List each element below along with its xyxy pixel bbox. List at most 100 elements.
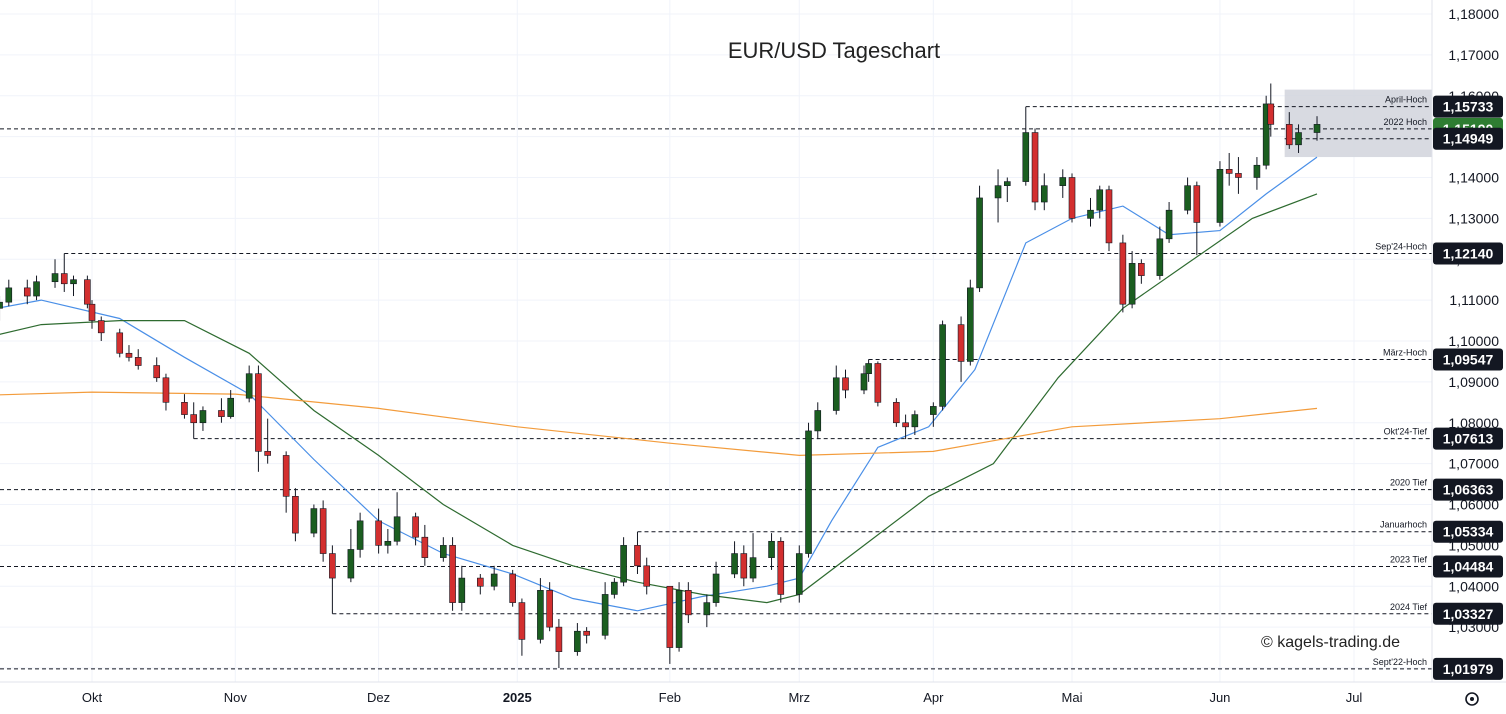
zone-rect: [1284, 89, 1432, 158]
candle-body: [190, 414, 197, 424]
candle-body: [1193, 185, 1201, 223]
candle-body: [601, 594, 609, 636]
level-badge-label: 1,07613: [1443, 431, 1494, 447]
candle-body: [449, 545, 456, 603]
candle-body: [162, 377, 170, 403]
candle-body: [490, 573, 498, 587]
candle-body: [458, 577, 466, 603]
candle-body: [1105, 189, 1113, 244]
candle-body: [255, 373, 262, 452]
resistance-zone: [1284, 89, 1432, 158]
candle-body: [518, 602, 526, 640]
candle-body: [125, 352, 133, 358]
candle-body: [939, 324, 946, 407]
candle-body: [329, 553, 336, 579]
candle-body: [1128, 263, 1136, 305]
candle-body: [116, 332, 124, 354]
candle-body: [509, 573, 516, 603]
level-name: 2022 Hoch: [1383, 117, 1427, 127]
candle-body: [51, 273, 59, 283]
candle-body: [421, 536, 429, 558]
candle-body: [795, 553, 803, 595]
candle-body: [832, 377, 840, 411]
candle-body: [60, 273, 68, 285]
candle-body: [842, 377, 849, 391]
candle-body: [1031, 132, 1039, 203]
x-tick-label: Jun: [1209, 690, 1230, 705]
price-axis: [0, 0, 1506, 683]
x-tick-label: Feb: [659, 690, 681, 705]
candle-body: [23, 287, 31, 297]
level-badge: [1433, 520, 1503, 543]
candle-body: [384, 540, 392, 546]
candle-body: [134, 357, 142, 366]
candle-body: [666, 585, 674, 648]
candle-body: [282, 455, 290, 497]
x-tick-label: Apr: [923, 690, 944, 705]
candle-body: [1262, 103, 1270, 166]
candle-body: [537, 590, 544, 640]
candle-body: [356, 520, 364, 550]
ma-line-ma200: [0, 391, 1318, 457]
candle-body: [1068, 177, 1076, 219]
y-tick-label: 1,09000: [1448, 374, 1499, 390]
candle-body: [675, 590, 683, 648]
candle-body: [611, 581, 618, 595]
level-badge-label: 1,06363: [1443, 482, 1494, 498]
level-name: Januarhoch: [1380, 520, 1427, 530]
level-badge: [1433, 127, 1503, 150]
candle-body: [574, 630, 581, 652]
level-badge: [1433, 95, 1503, 118]
candle-body: [1184, 185, 1191, 211]
level-badge: [1433, 242, 1503, 265]
level-name: Sept'22-Hoch: [1373, 657, 1427, 667]
candle-body: [957, 324, 965, 362]
level-badge-label: 1,12140: [1443, 246, 1494, 262]
candle-body: [1225, 169, 1233, 174]
level-name: 2023 Tief: [1390, 554, 1428, 564]
gear-icon[interactable]: [1465, 692, 1479, 706]
x-tick-label: Dez: [367, 690, 390, 705]
candle-body: [620, 545, 627, 583]
candle-body: [227, 397, 234, 417]
candle-body: [5, 287, 13, 303]
candle-body: [393, 516, 401, 542]
candle-body: [893, 402, 900, 424]
candle-body: [1295, 132, 1302, 146]
candle-body: [375, 520, 382, 546]
candle-body: [703, 602, 711, 616]
y-tick-label: 1,17000: [1448, 47, 1499, 63]
candle-body: [994, 185, 1002, 199]
y-tick-label: 1,14000: [1448, 170, 1499, 186]
candle-body: [1040, 185, 1048, 203]
candle-body: [643, 565, 651, 587]
level-name: März-Hoch: [1383, 348, 1427, 358]
candle-body: [1022, 132, 1030, 182]
level-badge-label: 1,03327: [1443, 606, 1494, 622]
candle-body: [477, 577, 484, 587]
candle-body: [731, 553, 738, 575]
candle-body: [1096, 189, 1104, 211]
level-badge: [1433, 348, 1503, 371]
x-tick-label: 2025: [503, 690, 532, 705]
candle-body: [97, 320, 105, 334]
candle-body: [814, 410, 822, 432]
level-name: 2024 Tief: [1390, 602, 1428, 612]
candle-body: [1059, 177, 1067, 186]
candle-body: [740, 553, 748, 579]
candle-body: [33, 281, 40, 297]
candles: [0, 83, 1321, 668]
level-badge-label: 1,14949: [1443, 131, 1494, 147]
candle-body: [555, 626, 563, 652]
candle-body: [218, 410, 225, 417]
candle-body: [1003, 181, 1011, 186]
candle-body: [583, 630, 590, 636]
candle-body: [967, 287, 974, 362]
y-tick-label: 1,18000: [1448, 6, 1499, 22]
candle-body: [181, 402, 188, 415]
candle-body: [1267, 103, 1275, 125]
watermark: © kagels-trading.de: [1261, 634, 1400, 651]
x-tick-label: Okt: [82, 690, 103, 705]
